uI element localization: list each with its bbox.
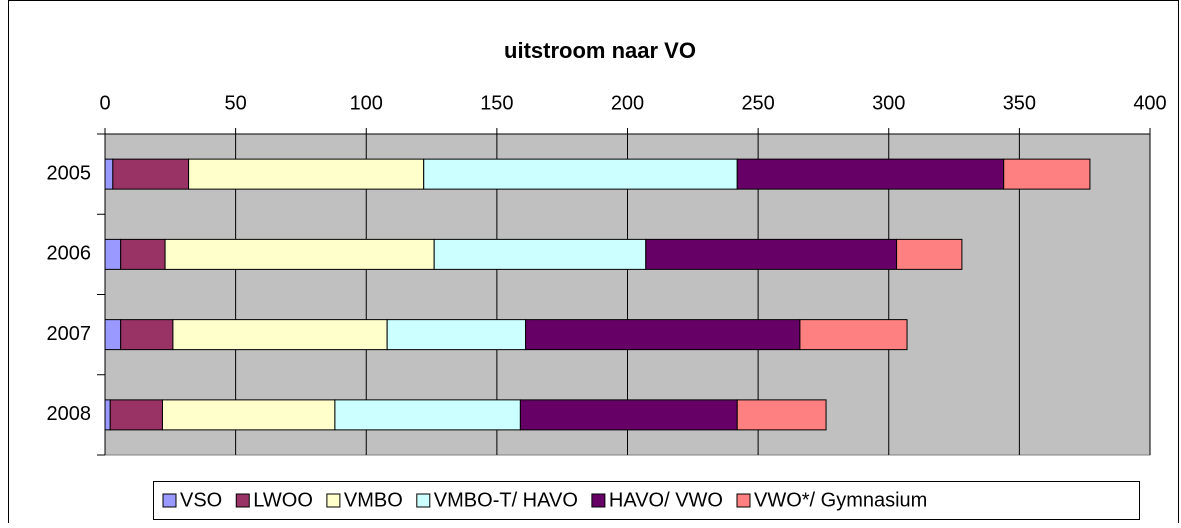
legend [153, 481, 1140, 520]
bar-segment [120, 319, 174, 351]
bar-segment [334, 399, 521, 431]
legend-swatch [736, 493, 751, 508]
legend-swatch [591, 493, 606, 508]
bar-segment [104, 319, 122, 351]
x-tick-label: 0 [99, 92, 110, 114]
y-tick-label: 2005 [47, 162, 92, 184]
x-tick-label: 150 [480, 92, 513, 114]
bar-segment [645, 238, 898, 270]
bar-segment [736, 399, 827, 431]
bar-segment [433, 238, 647, 270]
legend-label: VMBO-T/ HAVO [434, 489, 578, 511]
y-tick-label: 2006 [47, 243, 92, 265]
bar-segment [799, 319, 908, 351]
bar-segment [736, 158, 1005, 190]
bar-segment [423, 158, 738, 190]
legend-swatch [416, 493, 431, 508]
legend-label: HAVO/ VWO [609, 489, 723, 511]
bar-segment [519, 399, 738, 431]
legend-swatch [162, 493, 177, 508]
legend-swatch [326, 493, 341, 508]
bar-segment [161, 399, 336, 431]
bar-segment [896, 238, 963, 270]
legend-label: VSO [180, 489, 222, 511]
x-tick-label: 50 [225, 92, 247, 114]
x-tick-label: 200 [611, 92, 644, 114]
legend-label: VMBO [344, 489, 403, 511]
bar-segment [112, 158, 190, 190]
y-tick-label: 2008 [47, 403, 92, 425]
bar-segment [120, 238, 166, 270]
x-tick-label: 250 [741, 92, 774, 114]
legend-label: LWOO [253, 489, 313, 511]
bar-segment [525, 319, 801, 351]
legend-swatch [235, 493, 250, 508]
bar-segment [188, 158, 425, 190]
chart-title: uitstroom naar VO [504, 38, 696, 63]
bar-segment [104, 399, 111, 431]
legend-label: VWO*/ Gymnasium [754, 489, 927, 511]
bar-segment [104, 238, 122, 270]
bar-segment [164, 238, 435, 270]
bar-segment [386, 319, 527, 351]
x-tick-label: 350 [1003, 92, 1036, 114]
x-tick-label: 300 [872, 92, 905, 114]
bar-segment [109, 399, 163, 431]
y-tick-label: 2007 [47, 323, 92, 345]
x-tick-label: 100 [350, 92, 383, 114]
bar-segment [104, 158, 114, 190]
bar-segment [172, 319, 388, 351]
x-tick-label: 400 [1133, 92, 1166, 114]
bar-segment [1003, 158, 1091, 190]
